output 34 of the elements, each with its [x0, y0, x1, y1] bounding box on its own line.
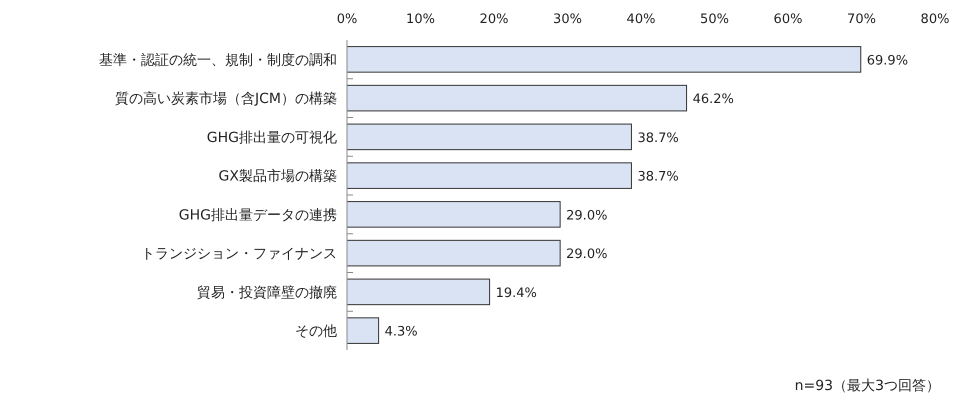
x-tick-label: 60% — [774, 12, 802, 27]
y-tick-label: GX製品市場の構築 — [218, 168, 337, 185]
y-tick-label: 貿易・投資障壁の撤廃 — [197, 284, 337, 301]
x-tick-label: 40% — [626, 12, 656, 27]
x-tick-label: 30% — [553, 12, 582, 27]
bar — [346, 317, 380, 344]
data-label: 29.0% — [566, 247, 608, 262]
x-tick-label: 50% — [700, 12, 729, 27]
x-tick-label: 0% — [336, 12, 358, 27]
x-tick-label: 10% — [406, 12, 435, 27]
data-label: 46.2% — [692, 92, 734, 108]
y-tick-label: GHG排出量データの連携 — [178, 207, 337, 224]
data-label: 29.0% — [566, 208, 608, 224]
y-tick-label: 基準・認証の統一、規制・制度の調和 — [99, 52, 337, 68]
x-tick-label: 70% — [847, 12, 876, 27]
bar — [346, 46, 862, 73]
y-tick-label: その他 — [295, 324, 337, 340]
bar — [346, 124, 632, 150]
y-tick-label: GHG排出量の可視化 — [206, 130, 337, 146]
x-tick-label: 20% — [480, 12, 508, 27]
data-label: 4.3% — [384, 324, 418, 340]
data-label: 38.7% — [637, 170, 679, 185]
y-tick-label: トランジション・ファイナンス — [141, 246, 337, 262]
bar — [346, 240, 561, 266]
bar — [346, 84, 688, 112]
bar — [346, 201, 561, 228]
bar — [346, 278, 490, 306]
x-tick-label: 80% — [920, 12, 950, 27]
data-label: 19.4% — [496, 286, 537, 301]
bar — [346, 162, 632, 189]
text: n=93（最大3つ回答） — [794, 378, 940, 394]
data-label: 69.9% — [866, 53, 908, 68]
data-label: 38.7% — [637, 130, 679, 146]
y-tick-label: 質の高い炭素市場（含JCM）の構築 — [115, 91, 337, 108]
